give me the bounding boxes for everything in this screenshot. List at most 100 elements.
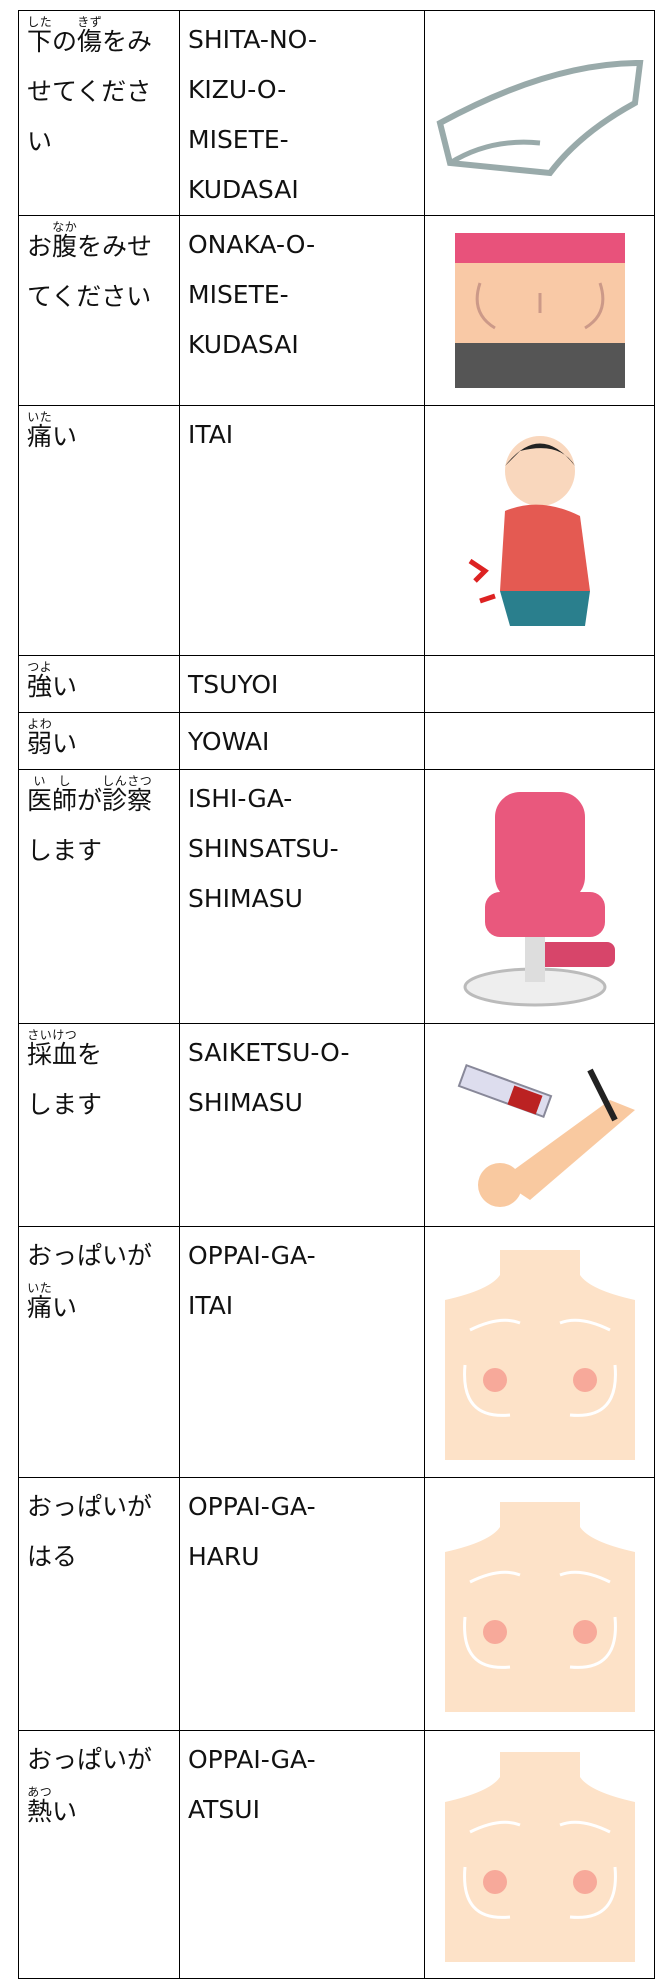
furigana-word: 採血さいけつ (27, 1029, 77, 1069)
kanji: 傷 (77, 27, 103, 56)
kanji: 医師 (27, 786, 78, 815)
furigana: しんさつ (102, 774, 153, 788)
japanese-cell: おっぱいが痛いたい (18, 1226, 180, 1478)
text-line: 熱あつい (27, 1785, 171, 1837)
table-row: 下したの傷きずをみ せてください SHITA-NO- KIZU-O- MISETE- KU… (18, 10, 655, 216)
romaji-cell: OPPAI-GA- ITAI (179, 1226, 425, 1478)
japanese-text: が (77, 786, 103, 815)
illustration (468, 435, 590, 626)
illustration-cell (424, 655, 655, 713)
text-line: お腹なかをみせ (27, 220, 171, 272)
illustration (444, 1501, 635, 1712)
japanese-text: おっぱいが (27, 1492, 153, 1521)
illustration-part (499, 1100, 635, 1200)
japanese-text: の (52, 27, 78, 56)
romaji-line: ONAKA-O- (188, 230, 316, 259)
illustration (444, 1752, 635, 1962)
table-row: おっぱいが熱あつい OPPAI-GA- ATSUI (18, 1730, 655, 1979)
table-row: おっぱいが はる OPPAI-GA- HARU (18, 1477, 655, 1731)
furigana: あつ (27, 1785, 53, 1799)
japanese-text: い (52, 1293, 78, 1322)
furigana-word: 診察しんさつ (102, 775, 153, 815)
table-row: 強つよい TSUYOI (18, 655, 655, 713)
romaji-line: ATSUI (188, 1795, 260, 1824)
illustration-part (482, 1870, 507, 1894)
text-line: 弱よわい (27, 717, 171, 769)
romaji-line: KUDASAI (188, 330, 299, 359)
romaji-line: OPPAI-GA- (188, 1745, 316, 1774)
text-line: 採血さいけつを (27, 1028, 171, 1080)
romaji-line: ISHI-GA- (188, 784, 293, 813)
illustration-part (454, 233, 625, 263)
illustration-part (504, 435, 575, 506)
romaji-line: OPPAI-GA- (188, 1241, 316, 1270)
japanese-cell: 下したの傷きずをみ せてください (18, 10, 180, 216)
furigana: いた (27, 1281, 53, 1295)
furigana-word: 熱あつ (27, 1786, 52, 1826)
illustration-part (444, 1501, 635, 1712)
text-line: せてくださ (27, 67, 171, 117)
illustration-part (572, 1619, 597, 1644)
text-line: します (27, 1080, 171, 1130)
illustration-part (462, 1364, 617, 1417)
furigana: した (27, 15, 53, 29)
romaji-cell: ONAKA-O- MISETE- KUDASAI (179, 215, 425, 406)
romaji-cell: OPPAI-GA- HARU (179, 1477, 425, 1731)
kanji: 痛 (27, 1293, 53, 1322)
kanji: 診察 (102, 786, 153, 815)
japanese-cell: お腹なかをみせてください (18, 215, 180, 406)
kanji: 腹 (52, 232, 78, 261)
illustration-part (524, 941, 615, 967)
illustration-part (475, 282, 604, 330)
furigana: なか (52, 220, 78, 234)
text-line: 痛いたい (27, 410, 171, 462)
illustration-part (462, 1616, 617, 1669)
furigana-word: 痛いた (27, 1282, 53, 1322)
text-line: 医師いしが診察しんさつ (27, 774, 171, 826)
japanese-text: はる (27, 1542, 78, 1571)
illustration-part (482, 1367, 507, 1392)
illustration-part (484, 891, 605, 937)
romaji-line: KUDASAI (188, 175, 299, 204)
romaji-line: SAIKETSU-O- (188, 1038, 350, 1067)
japanese-text: てください (27, 282, 152, 311)
illustration-cell (424, 1023, 655, 1227)
table-row: 医師いしが診察しんさつ します ISHI-GA- SHINSATSU- SHIMASU (18, 769, 655, 1024)
illustration-part (586, 1068, 618, 1122)
japanese-cell: おっぱいが はる (18, 1477, 180, 1731)
illustration-cell (424, 405, 655, 656)
furigana-word: 医師いし (27, 775, 78, 815)
illustration (454, 233, 625, 388)
text-line: 痛いたい (27, 1281, 171, 1333)
furigana-word: 傷きず (77, 16, 103, 56)
romaji-cell: YOWAI (179, 712, 425, 770)
illustration-cell (424, 1226, 655, 1478)
illustration-part (572, 1870, 597, 1894)
illustration-cell (424, 769, 655, 1024)
romaji-cell: OPPAI-GA- ATSUI (179, 1730, 425, 1979)
furigana-word: 痛いた (27, 411, 52, 451)
illustration (436, 59, 643, 177)
romaji-line: HARU (188, 1542, 260, 1571)
table-body: 下したの傷きずをみ せてください SHITA-NO- KIZU-O- MISETE- KU… (18, 10, 655, 1979)
text-line: 強つよい (27, 660, 171, 712)
japanese-cell: おっぱいが 熱あつい (18, 1730, 180, 1979)
japanese-text: い (27, 127, 53, 156)
japanese-text: お (27, 232, 53, 261)
furigana-word: 弱よわ (27, 718, 52, 758)
romaji-line: MISETE- (188, 280, 289, 309)
romaji-line: YOWAI (188, 727, 270, 756)
japanese-cell: 弱よわい (18, 712, 180, 770)
romaji-cell: SHITA-NO- KIZU-O- MISETE- KUDASAI (179, 10, 425, 216)
romaji-line: SHIMASU (188, 884, 303, 913)
japanese-text: おっぱいが (27, 1241, 153, 1270)
illustration-cell (424, 1477, 655, 1731)
illustration-part (477, 1163, 522, 1207)
text-line: おっぱいが (27, 1735, 171, 1785)
illustration-part (468, 1570, 611, 1583)
text-line: い (27, 117, 171, 167)
romaji-line: ITAI (188, 1291, 234, 1320)
table-row: 採血さいけつを します SAIKETSU-O- SHIMASU (18, 1023, 655, 1227)
japanese-text: い (52, 729, 78, 758)
japanese-text: おっぱいが (27, 1745, 153, 1774)
